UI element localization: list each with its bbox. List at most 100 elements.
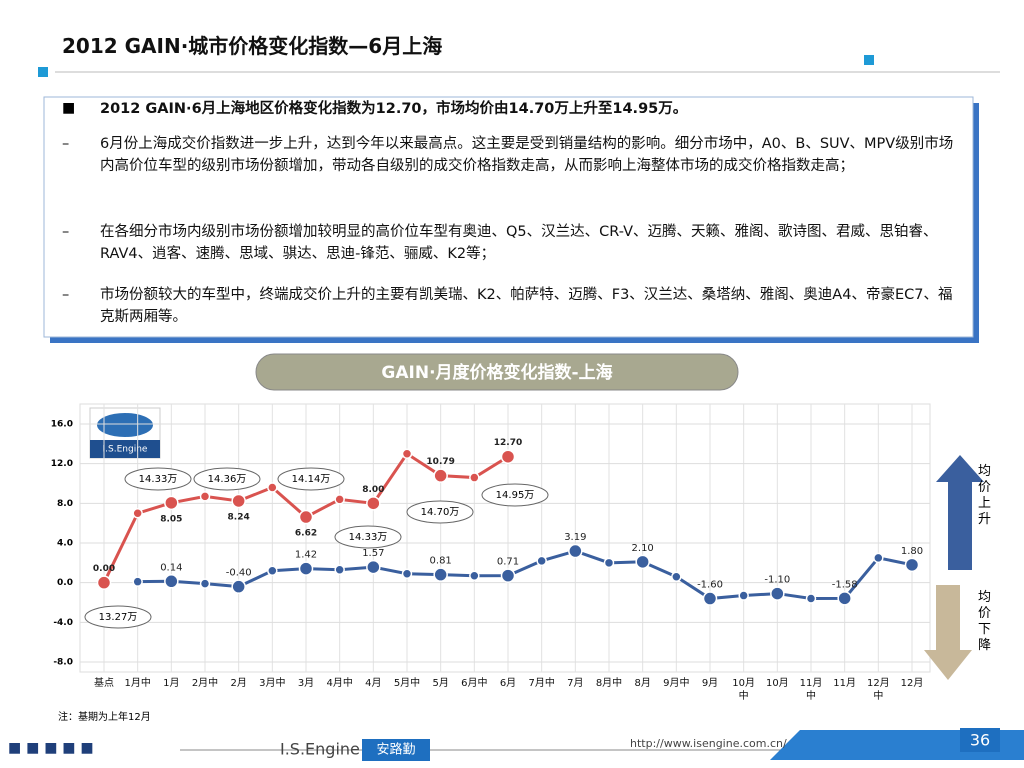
up-arrow [936, 455, 984, 570]
y-tick-label: -4.0 [53, 618, 73, 628]
x-tick-label: 2月 [230, 678, 247, 689]
value-label: -1.60 [697, 580, 723, 591]
x-tick-label: 3月 [297, 678, 315, 689]
point [267, 482, 278, 493]
y-tick-label: 0.0 [57, 578, 73, 588]
point [904, 557, 920, 573]
point [401, 568, 413, 579]
point [469, 570, 480, 581]
x-tick-label: 7月 [567, 678, 584, 689]
value-label: 1.80 [901, 546, 923, 557]
callout-text: 14.70万 [421, 507, 460, 518]
callout-text: 14.33万 [139, 474, 178, 485]
x-tick-label: 9月中 [663, 678, 690, 689]
value-label: 10.79 [426, 457, 454, 467]
point [568, 543, 583, 559]
text-box [43, 96, 974, 338]
point [536, 555, 547, 567]
point [164, 574, 179, 589]
y-tick-label: 16.0 [51, 420, 73, 430]
point: 在各细分市场内级别市场份额增加较明显的高价位车型有奥迪、Q5、汉兰达、CR-V、… [100, 224, 938, 262]
point [96, 575, 112, 590]
point [366, 496, 381, 511]
value-label: 12.70 [494, 438, 522, 448]
legend-down: 均价下降 [978, 590, 992, 653]
x-tick-label: 6月 [499, 678, 517, 689]
title-square [864, 55, 874, 65]
subtitle-pill [255, 353, 739, 391]
slide-title: 2012 GAIN·城市价格变化指数—6月上海 [62, 34, 443, 58]
value-label: -1.58 [832, 579, 858, 590]
point [231, 493, 246, 509]
footer-url: http://www.isengine.com.cn/ [630, 737, 787, 750]
callout-text: 13.27万 [99, 612, 138, 623]
series-line [137, 549, 913, 601]
value-label: 6.62 [295, 529, 317, 539]
x-tick-label: 4月中 [326, 678, 353, 689]
x-tick-label: 11月 [833, 678, 857, 689]
logo-band [90, 440, 160, 458]
x-tick-label: 10月 [765, 678, 789, 689]
point [401, 448, 413, 459]
value-label: 1.42 [295, 550, 317, 561]
note: 注：基期为上年12月 [58, 712, 151, 723]
x-tick-label: 5月 [432, 678, 449, 689]
point [433, 468, 448, 483]
point: 市场份额较大的车型中，终端成交价上升的主要有凯美瑞、K2、帕萨特、迈腾、F3、汉… [100, 287, 953, 325]
dash: – [62, 136, 70, 152]
x-tick-label: 1月中 [124, 678, 151, 689]
callout-text: 14.36万 [208, 474, 247, 485]
x-tick-label: 10月中 [732, 678, 756, 702]
x-tick-label: 11月中 [799, 678, 823, 702]
value-label: 0.81 [430, 556, 452, 567]
value-label: 8.00 [362, 485, 384, 495]
brand-box [362, 739, 430, 761]
title-square [38, 67, 48, 77]
x-tick-label: 4月 [365, 678, 382, 689]
callout [334, 525, 402, 549]
value-label: 0.14 [160, 562, 182, 573]
point [231, 579, 246, 594]
callout-text: 14.95万 [496, 490, 535, 501]
point [500, 449, 516, 464]
value-label: 0.71 [497, 557, 519, 568]
y-tick-label: 12.0 [51, 459, 73, 469]
x-tick-label: 1月 [163, 678, 180, 689]
x-tick-label: 基点 [94, 678, 114, 689]
point [635, 554, 650, 570]
point [805, 593, 817, 604]
point [770, 586, 785, 601]
callout [193, 467, 261, 491]
x-tick-label: 9月 [701, 678, 719, 689]
point [671, 571, 682, 582]
point [132, 508, 143, 519]
point [500, 568, 516, 583]
callout [277, 467, 345, 491]
dash: – [62, 287, 70, 303]
point [267, 565, 278, 577]
point [132, 576, 143, 587]
x-tick-label: 8月 [634, 678, 651, 689]
value-label: 2.10 [632, 543, 654, 554]
x-tick-label: 2月中 [191, 678, 219, 689]
point [199, 491, 211, 502]
point [334, 564, 345, 576]
bullet: ■ [62, 100, 76, 116]
value-label: -0.40 [226, 568, 252, 579]
logo-mark [97, 413, 153, 437]
point [837, 591, 852, 606]
headline: 2012 GAIN·6月上海地区价格变化指数为12.70，市场均价由14.70万… [100, 101, 688, 117]
point [873, 552, 884, 564]
point [603, 557, 615, 569]
x-tick-label: 12月 [900, 678, 924, 689]
value-label: 3.19 [564, 532, 586, 543]
x-tick-label: 5月中 [393, 678, 421, 689]
point [199, 578, 211, 589]
page-number: 36 [970, 731, 990, 750]
point [334, 494, 345, 505]
value-label: 8.05 [160, 514, 182, 524]
point [469, 472, 480, 483]
value-label: 1.57 [362, 548, 384, 559]
